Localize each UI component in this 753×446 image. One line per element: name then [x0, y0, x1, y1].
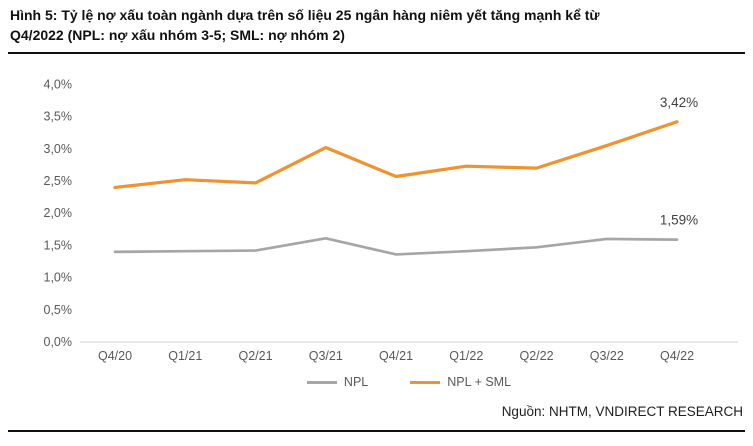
x-tick-label: Q4/22 — [660, 349, 694, 363]
bottom-divider — [8, 430, 745, 432]
legend-label-npl: NPL — [343, 375, 369, 389]
source-credit: Nguồn: NHTM, VNDIRECT RESEARCH — [501, 404, 743, 419]
npl-series-line — [113, 236, 679, 256]
x-tick-label: Q2/22 — [519, 349, 553, 363]
x-tick-label: Q2/21 — [238, 349, 272, 363]
y-tick-label: 1,0% — [44, 271, 73, 285]
figure-title: Hình 5: Tỷ lệ nợ xấu toàn ngành dựa trên… — [10, 6, 745, 46]
y-tick-label: 4,0% — [44, 77, 73, 91]
x-tick-label: Q1/22 — [449, 349, 483, 363]
legend-item-npl-sml: NPL + SML — [410, 375, 511, 389]
y-tick-label: 0,5% — [44, 303, 73, 317]
y-tick-label: 3,5% — [44, 110, 73, 124]
x-tick-label: Q1/21 — [168, 349, 202, 363]
x-tick-label: Q3/21 — [309, 349, 343, 363]
npl-sml-end-value-label: 3,42% — [660, 95, 698, 110]
chart-legend: NPL NPL + SML — [80, 375, 738, 389]
npl-sml-series-line — [113, 120, 679, 190]
y-tick-label: 0,0% — [44, 335, 73, 349]
line-chart: 0,0% 0,5% 1,0% 1,5% 2,0% 2,5% 3,0% 3,5% 4,0% Q4/2… — [44, 77, 738, 363]
legend-label-npl-sml: NPL + SML — [447, 375, 512, 389]
y-tick-label: 2,0% — [44, 206, 73, 220]
title-divider — [8, 52, 745, 54]
figure-title-line2: Q4/2022 (NPL: nợ xấu nhóm 3-5; SML: nợ n… — [10, 26, 345, 43]
y-tick-label: 1,5% — [44, 238, 73, 252]
x-tick-label: Q4/21 — [379, 349, 413, 363]
legend-item-npl: NPL — [306, 375, 369, 389]
npl-line-swatch — [306, 380, 337, 384]
y-tick-label: 3,0% — [44, 142, 73, 156]
figure-title-line1: Hình 5: Tỷ lệ nợ xấu toàn ngành dựa trên… — [10, 7, 600, 23]
y-tick-label: 2,5% — [44, 174, 73, 188]
x-tick-label: Q3/22 — [590, 349, 624, 363]
npl-sml-line-swatch — [410, 380, 441, 384]
npl-end-value-label: 1,59% — [660, 213, 698, 228]
x-tick-label: Q4/20 — [98, 349, 132, 363]
